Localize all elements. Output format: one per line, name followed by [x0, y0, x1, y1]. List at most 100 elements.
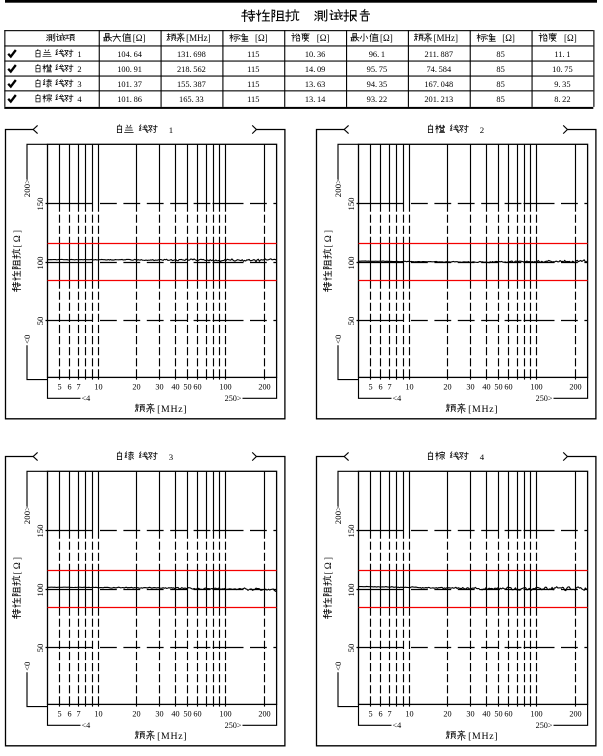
svg-text:[MHz]: [MHz] — [468, 731, 498, 742]
svg-text:30: 30 — [466, 383, 474, 392]
svg-text:5: 5 — [57, 710, 61, 719]
svg-text:50: 50 — [183, 710, 191, 719]
svg-text:6: 6 — [378, 710, 382, 719]
svg-text:10. 75: 10. 75 — [552, 65, 573, 74]
svg-text:200: 200 — [258, 383, 270, 392]
svg-text:[MHz]: [MHz] — [186, 33, 211, 43]
svg-text:50: 50 — [35, 317, 45, 326]
svg-text:95. 75: 95. 75 — [367, 65, 388, 74]
svg-text:200>: 200> — [333, 506, 343, 525]
svg-text:40: 40 — [171, 383, 179, 392]
svg-text:30: 30 — [466, 710, 474, 719]
svg-text:201. 213: 201. 213 — [424, 95, 453, 104]
svg-text:150: 150 — [35, 525, 45, 538]
svg-text:[Ω]: [Ω] — [502, 33, 515, 43]
svg-text:50: 50 — [346, 317, 356, 326]
svg-text:50: 50 — [346, 644, 356, 653]
svg-text:20: 20 — [132, 383, 140, 392]
svg-text:200: 200 — [258, 710, 270, 719]
svg-text:30: 30 — [155, 710, 163, 719]
svg-text:115: 115 — [247, 95, 259, 104]
svg-text:2: 2 — [77, 65, 81, 74]
svg-text:96. 1: 96. 1 — [369, 50, 385, 59]
svg-text:40: 40 — [171, 710, 179, 719]
svg-text:2: 2 — [480, 125, 484, 135]
svg-text:5: 5 — [368, 710, 372, 719]
svg-text:5: 5 — [368, 383, 372, 392]
svg-text:218. 562: 218. 562 — [177, 65, 206, 74]
svg-text:<4: <4 — [82, 394, 91, 403]
svg-text:100: 100 — [219, 383, 231, 392]
svg-text:[Ω]: [Ω] — [317, 33, 330, 43]
svg-text:94. 35: 94. 35 — [367, 80, 388, 89]
svg-text:1: 1 — [169, 125, 173, 135]
svg-text:7: 7 — [76, 710, 80, 719]
svg-text:14. 09: 14. 09 — [305, 65, 326, 74]
svg-text:<0: <0 — [333, 335, 343, 344]
svg-text:50: 50 — [494, 710, 502, 719]
svg-text:[Ω]: [Ω] — [324, 555, 334, 575]
svg-text:100: 100 — [219, 710, 231, 719]
svg-text:[Ω]: [Ω] — [255, 33, 268, 43]
svg-text:250>: 250> — [225, 394, 242, 403]
svg-text:85: 85 — [496, 80, 504, 89]
svg-text:10: 10 — [405, 710, 413, 719]
svg-text:7: 7 — [387, 710, 391, 719]
svg-text:[Ω]: [Ω] — [133, 33, 146, 43]
svg-text:100: 100 — [346, 257, 356, 270]
svg-text:74. 584: 74. 584 — [426, 65, 452, 74]
svg-text:100. 91: 100. 91 — [117, 65, 142, 74]
svg-text:<4: <4 — [393, 394, 402, 403]
svg-text:250>: 250> — [225, 721, 242, 730]
svg-text:<0: <0 — [333, 662, 343, 671]
svg-text:155. 387: 155. 387 — [177, 80, 206, 89]
svg-text:165. 33: 165. 33 — [179, 95, 204, 104]
svg-text:50: 50 — [35, 644, 45, 653]
svg-text:60: 60 — [504, 710, 512, 719]
svg-text:13. 63: 13. 63 — [305, 80, 326, 89]
svg-text:4: 4 — [77, 95, 82, 104]
svg-text:7: 7 — [76, 383, 80, 392]
svg-text:[MHz]: [MHz] — [434, 33, 459, 43]
svg-text:<0: <0 — [22, 662, 32, 671]
svg-text:4: 4 — [480, 452, 485, 462]
svg-text:10: 10 — [94, 383, 102, 392]
svg-text:[Ω]: [Ω] — [13, 228, 23, 248]
svg-text:115: 115 — [247, 65, 259, 74]
svg-text:200: 200 — [569, 710, 581, 719]
svg-text:5: 5 — [57, 383, 61, 392]
svg-text:115: 115 — [247, 50, 259, 59]
svg-text:40: 40 — [482, 383, 490, 392]
svg-text:[Ω]: [Ω] — [564, 33, 577, 43]
svg-text:[MHz]: [MHz] — [468, 404, 498, 415]
svg-text:20: 20 — [443, 710, 451, 719]
svg-text:85: 85 — [496, 50, 504, 59]
svg-text:100: 100 — [530, 710, 542, 719]
svg-text:11. 1: 11. 1 — [554, 50, 570, 59]
svg-text:[Ω]: [Ω] — [380, 33, 393, 43]
svg-text:40: 40 — [482, 710, 490, 719]
svg-text:250>: 250> — [536, 394, 553, 403]
svg-text:20: 20 — [132, 710, 140, 719]
svg-text:60: 60 — [193, 710, 201, 719]
svg-text:3: 3 — [169, 452, 174, 462]
svg-text:200: 200 — [569, 383, 581, 392]
svg-text:200>: 200> — [22, 179, 32, 198]
svg-text:150: 150 — [346, 525, 356, 538]
svg-text:100: 100 — [346, 584, 356, 597]
svg-text:250>: 250> — [536, 721, 553, 730]
svg-text:[MHz]: [MHz] — [157, 404, 187, 415]
svg-text:50: 50 — [494, 383, 502, 392]
svg-text:10: 10 — [94, 710, 102, 719]
svg-text:6: 6 — [67, 710, 71, 719]
svg-text:[Ω]: [Ω] — [13, 555, 23, 575]
svg-text:1: 1 — [77, 50, 81, 59]
svg-text:200>: 200> — [22, 506, 32, 525]
svg-text:<4: <4 — [82, 721, 91, 730]
svg-text:150: 150 — [346, 198, 356, 211]
svg-text:150: 150 — [35, 198, 45, 211]
svg-text:6: 6 — [67, 383, 71, 392]
svg-text:131. 698: 131. 698 — [177, 50, 206, 59]
svg-text:8. 22: 8. 22 — [554, 95, 570, 104]
svg-text:101. 86: 101. 86 — [117, 95, 142, 104]
